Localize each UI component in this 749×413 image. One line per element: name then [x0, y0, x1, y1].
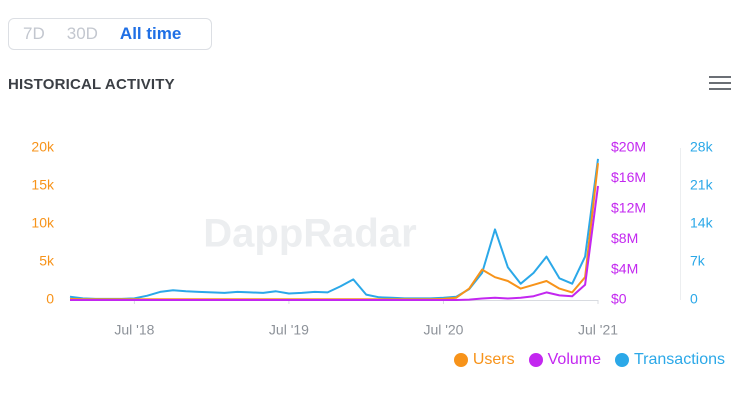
legend: Users Volume Transactions — [440, 351, 725, 369]
range-tab[interactable]: All time — [119, 24, 182, 43]
y2-tick-label: $4M — [611, 260, 638, 276]
legend-label: Users — [472, 351, 515, 368]
legend-label: Transactions — [634, 351, 725, 368]
y2-tick-label: $8M — [611, 230, 638, 246]
y-tick-label: 10k — [31, 215, 55, 231]
y2-tick-label: $20M — [611, 139, 646, 155]
legend-item[interactable]: Volume — [528, 351, 601, 369]
range-tab[interactable]: 30D — [66, 24, 98, 43]
legend-dot — [615, 353, 629, 367]
legend-item[interactable]: Transactions — [615, 351, 725, 369]
x-tick-label: Jul '20 — [423, 322, 463, 338]
y3-tick-label: 14k — [690, 215, 714, 231]
x-tick-label: Jul '21 — [578, 322, 618, 338]
range-tabs: 7D 30D All time — [8, 18, 212, 50]
menu-bar — [709, 76, 731, 78]
chart-title: HISTORICAL ACTIVITY — [8, 76, 175, 93]
range-tab[interactable]: 7D — [23, 24, 45, 43]
y2-tick-label: $12M — [611, 200, 646, 216]
menu-bar — [709, 82, 731, 84]
series-line — [69, 158, 599, 300]
y3-tick-label: 21k — [690, 177, 714, 193]
y-tick-label: 20k — [31, 139, 55, 155]
series-line — [70, 185, 599, 301]
y2-tick-label: $0 — [611, 291, 627, 307]
y2-tick-label: $16M — [611, 169, 646, 185]
y3-tick-label: 0 — [690, 291, 698, 307]
y-tick-label: 5k — [39, 253, 55, 269]
legend-item[interactable]: Users — [453, 351, 515, 369]
y3-tick-label: 28k — [690, 139, 714, 155]
y3-tick-label: 7k — [690, 253, 706, 269]
legend-dot — [453, 353, 468, 367]
y-tick-label: 15k — [31, 177, 55, 193]
y-tick-label: 0 — [46, 291, 54, 307]
x-tick-label: Jul '18 — [114, 322, 154, 338]
legend-label: Volume — [547, 351, 601, 368]
menu-icon[interactable] — [709, 75, 733, 93]
menu-bar — [709, 88, 731, 90]
x-tick-label: Jul '19 — [269, 322, 309, 338]
legend-dot — [528, 353, 543, 367]
watermark: DappRadar — [203, 212, 416, 256]
